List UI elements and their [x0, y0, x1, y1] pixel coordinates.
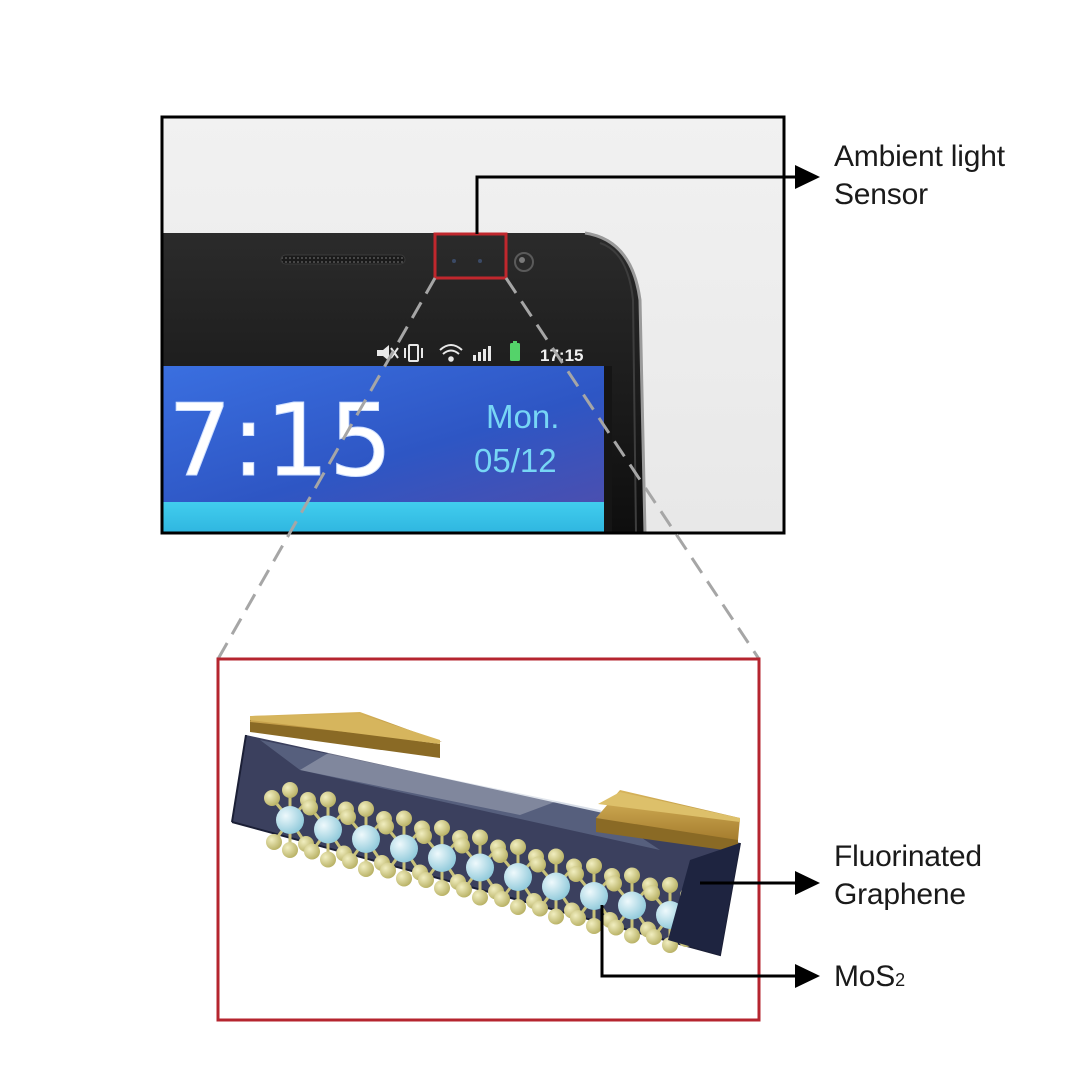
s-atom: [378, 818, 394, 835]
s-atom: [530, 856, 546, 873]
mos2-callout: [600, 905, 820, 988]
s-atom: [624, 927, 640, 944]
s-atom: [472, 889, 488, 906]
mos2-label-main: MoS: [834, 960, 896, 993]
status-bar: 17:15: [377, 341, 583, 365]
s-atom: [606, 875, 622, 892]
s-atom: [662, 877, 678, 893]
photo-frame: [160, 115, 786, 535]
s-atom: [568, 866, 584, 882]
s-atom: [510, 839, 526, 855]
s-atom: [532, 900, 548, 917]
s-atom: [282, 782, 298, 798]
clock-time: 7:15: [168, 382, 393, 499]
s-atom: [304, 843, 320, 860]
device-structure-3d: [231, 712, 741, 957]
clock-day: Mon.: [486, 398, 559, 435]
s-atom: [380, 862, 396, 879]
mos2-label-subscript: 2: [895, 970, 905, 990]
mos2-label: MoS2: [834, 958, 905, 999]
s-atom: [548, 848, 564, 865]
s-atom: [644, 885, 660, 901]
s-atom: [494, 891, 510, 907]
s-atom: [586, 918, 602, 934]
mute-icon: [377, 345, 399, 361]
s-atom: [264, 790, 280, 806]
status-time: 17:15: [540, 346, 583, 365]
s-atom: [646, 929, 662, 945]
s-atom: [608, 919, 624, 936]
mo-atom: [580, 882, 608, 910]
fluorinated-graphene-slab: [232, 735, 740, 955]
fluorinated-graphene-label: Fluorinated Graphene: [834, 838, 982, 914]
s-atom: [396, 810, 412, 827]
battery-icon: [510, 341, 520, 361]
ambient-light-label: Ambient light Sensor: [834, 138, 1005, 214]
s-atom: [358, 801, 374, 817]
s-atom: [586, 858, 602, 874]
s-atom: [418, 872, 434, 888]
s-atom: [454, 837, 470, 854]
s-atom: [472, 829, 488, 846]
arrow-right-icon: [795, 165, 820, 189]
s-atom: [282, 842, 298, 858]
s-atom: [434, 880, 450, 896]
gold-electrode-left: [250, 712, 442, 758]
arrow-right-icon: [795, 871, 820, 895]
mo-atom: [542, 872, 570, 901]
ambient-sensor-callout: [475, 165, 820, 234]
s-atom: [492, 847, 508, 863]
s-atom: [396, 870, 412, 887]
mo-atom: [276, 806, 304, 834]
s-atom: [340, 809, 356, 825]
s-atom: [342, 853, 358, 869]
ambient-light-label-line2: Sensor: [834, 178, 928, 211]
wifi-icon: [439, 344, 463, 362]
s-atom: [302, 799, 318, 816]
fluorinated-graphene-label-line1: Fluorinated: [834, 840, 982, 873]
signal-icon: [473, 346, 491, 361]
mo-atom: [618, 891, 646, 920]
sensor-highlight-box: [433, 232, 508, 280]
s-atom: [510, 899, 526, 915]
arrow-right-icon: [795, 964, 820, 988]
vibrate-icon: [404, 344, 423, 362]
mo-atom: [390, 834, 418, 863]
mos2-atom-layer: [264, 782, 696, 953]
s-atom: [434, 820, 450, 836]
phone-photo: 17:15 7:15 Mon. 05/12: [162, 117, 784, 533]
clock-widget: [162, 366, 604, 502]
s-atom: [358, 861, 374, 877]
gold-electrode-right: [596, 790, 740, 852]
screen-cyan-bar: [162, 502, 604, 533]
s-atom: [320, 851, 336, 868]
s-atom: [266, 834, 282, 850]
ambient-light-label-line1: Ambient light: [834, 140, 1005, 173]
fluorinated-graphene-callout: [700, 871, 820, 895]
mo-atom: [504, 863, 532, 891]
mo-atom: [352, 825, 380, 853]
s-atom: [548, 908, 564, 925]
mo-atom: [314, 815, 342, 844]
s-atom: [624, 867, 640, 884]
s-atom: [416, 828, 432, 844]
s-atom: [570, 910, 586, 926]
zoom-lines: [216, 277, 761, 660]
mo-atom: [466, 853, 494, 882]
earpiece-speaker: [280, 254, 406, 265]
s-atom: [320, 791, 336, 808]
mo-atom: [428, 844, 456, 872]
clock-date: 05/12: [474, 442, 557, 479]
fluorinated-graphene-label-line2: Graphene: [834, 878, 966, 911]
s-atom: [456, 881, 472, 898]
